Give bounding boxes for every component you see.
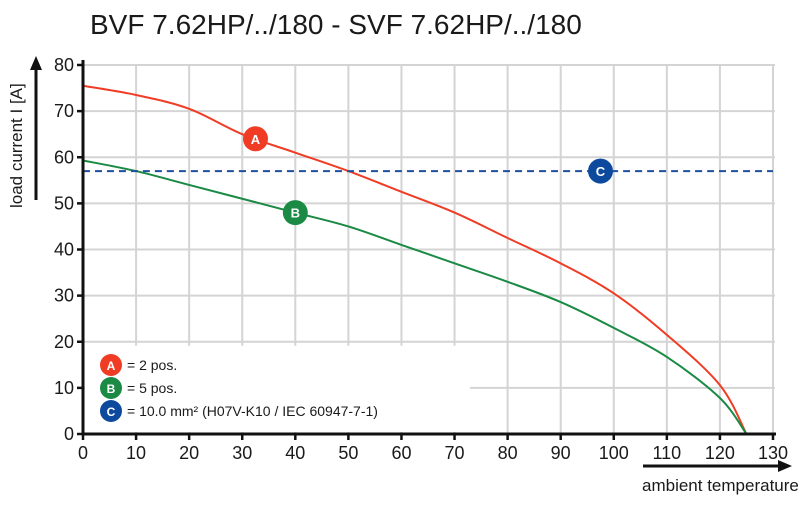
legend-entry-text: = 5 pos. — [127, 380, 177, 396]
y-tick-label: 60 — [54, 147, 74, 167]
x-tick-label: 120 — [705, 443, 735, 463]
y-tick-label: 50 — [54, 193, 74, 213]
legend-marker-letter: B — [107, 382, 116, 396]
axes: 0 10 20 30 40 50 60 70 80 90 100 110 120 130 0 10 20 30 40… — [30, 55, 792, 472]
series-marker-c — [588, 158, 613, 184]
legend-marker-a — [100, 354, 122, 376]
x-axis-arrow-head — [778, 460, 792, 472]
x-tick-label: 70 — [445, 443, 465, 463]
x-tick-label: 50 — [338, 443, 358, 463]
series-marker-letter: C — [596, 164, 606, 179]
legend: A = 2 pos. B = 5 pos. C = 10.0 mm² (H07V-K10 … — [85, 345, 470, 432]
legend-marker-c — [100, 400, 122, 422]
y-tick-label: 70 — [54, 101, 74, 121]
y-tick-label: 0 — [64, 424, 74, 444]
series-line-a — [82, 84, 748, 435]
x-tick-label: 80 — [498, 443, 518, 463]
y-tick-label: 30 — [54, 286, 74, 306]
y-axis-label: load current I [A] — [7, 83, 26, 208]
legend-entry-text: = 10.0 mm² (H07V-K10 / IEC 60947-7-1) — [127, 403, 378, 419]
series-line-b — [82, 159, 748, 435]
series-marker-letter: A — [251, 132, 261, 147]
y-tick-label: 20 — [54, 332, 74, 352]
x-tick-label: 100 — [599, 443, 629, 463]
x-tick-label: 30 — [232, 443, 252, 463]
x-tick-label: 20 — [179, 443, 199, 463]
series-marker-letter: B — [291, 206, 300, 221]
series-marker-b — [282, 200, 308, 226]
legend-marker-b — [100, 377, 122, 399]
series-marker-a — [243, 126, 268, 152]
x-tick-label: 130 — [758, 443, 788, 463]
x-axis-label: ambient temperature T [°C] — [642, 476, 800, 495]
y-tick-label: 80 — [54, 55, 74, 75]
series-layer: ABC — [82, 84, 773, 435]
x-tick-label: 0 — [78, 443, 88, 463]
legend-entry-text: = 2 pos. — [127, 357, 177, 373]
y-tick-label: 40 — [54, 240, 74, 260]
legend-marker-letter: C — [107, 405, 116, 419]
legend-marker-letter: A — [107, 359, 116, 373]
chart-title: BVF 7.62HP/../180 - SVF 7.62HP/../180 — [90, 9, 582, 40]
legend-background — [85, 345, 470, 432]
y-tick-label: 10 — [54, 378, 74, 398]
y-axis-arrow-head — [30, 56, 42, 70]
x-tick-label: 110 — [652, 443, 681, 463]
x-tick-label: 10 — [126, 443, 146, 463]
x-tick-label: 90 — [551, 443, 571, 463]
x-tick-label: 60 — [391, 443, 411, 463]
x-tick-label: 40 — [285, 443, 305, 463]
